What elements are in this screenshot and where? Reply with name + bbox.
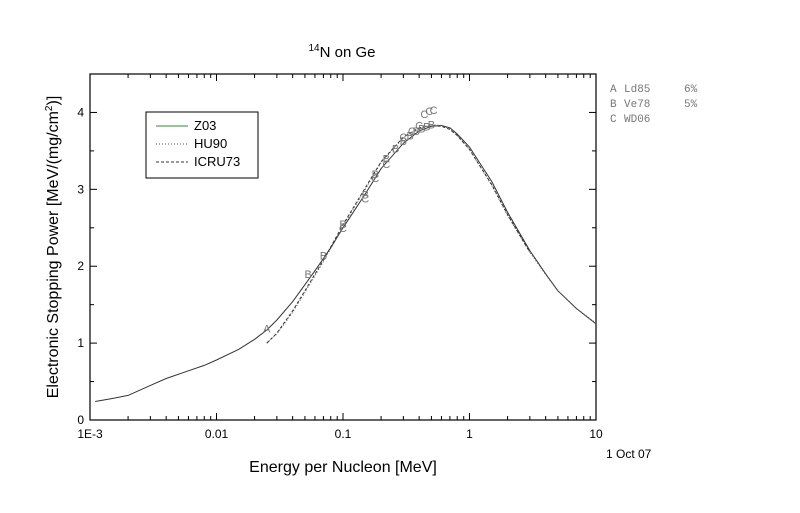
y-axis-label-end: )]: [45, 96, 62, 106]
data-point-c: C: [430, 105, 438, 117]
series-line-icru73: [266, 124, 531, 344]
legend-label-icru73: ICRU73: [194, 154, 240, 169]
y-tick-label: 4: [77, 105, 84, 119]
x-tick-label: 1E-3: [77, 427, 103, 441]
dataset-error-a: 6%: [684, 84, 698, 96]
y-axis-label: Electronic Stopping Power [MeV/(mg/cm2)]: [44, 96, 62, 399]
data-point-b: B: [372, 169, 379, 181]
curves: [95, 124, 597, 402]
data-point-b: B: [418, 124, 425, 136]
y-tick-label: 2: [77, 259, 84, 273]
title-superscript: 14: [309, 43, 321, 54]
data-point-a: A: [263, 324, 271, 336]
data-point-b: B: [413, 126, 420, 138]
data-point-b: B: [362, 190, 369, 202]
data-point-c: C: [339, 223, 347, 235]
x-tick-label: 1: [466, 427, 473, 441]
dataset-legend: A Ld85 6% B Ve78 5% C WD06: [610, 84, 698, 126]
legend-label-hu90: HU90: [194, 136, 227, 151]
y-tick-label: 1: [77, 336, 84, 350]
legend: Z03 HU90 ICRU73: [145, 111, 259, 179]
dataset-letter-b: B: [610, 99, 617, 111]
data-point-b: B: [428, 120, 435, 132]
dataset-letter-a: A: [610, 84, 617, 96]
series-line-hu90: [266, 124, 597, 344]
y-axis-label-main: Electronic Stopping Power [MeV/(mg/cm: [45, 111, 62, 398]
x-tick-label: 0.01: [205, 427, 229, 441]
x-tick-label: 10: [589, 427, 603, 441]
dataset-name-b: Ve78: [624, 99, 650, 111]
dataset-name-a: Ld85: [624, 84, 650, 96]
data-point-c: C: [382, 159, 390, 171]
legend-label-z03: Z03: [194, 118, 216, 133]
chart-title: 14N on Ge: [309, 43, 376, 61]
data-point-c: C: [361, 194, 369, 206]
y-tick-label: 3: [77, 182, 84, 196]
y-axis-label-sup: 2: [44, 105, 55, 111]
data-point-b: B: [392, 144, 399, 156]
data-point-c: C: [420, 109, 428, 121]
data-point-b: B: [423, 121, 430, 133]
axis-ticks: 1E-3 0.01 0.1 1 10 0 1 2 3 4: [77, 74, 603, 441]
dataset-letter-c: C: [610, 114, 617, 126]
data-point-b: B: [339, 219, 346, 231]
dataset-error-b: 5%: [684, 99, 698, 111]
x-tick-label: 0.1: [335, 427, 352, 441]
series-line-z03: [95, 124, 597, 402]
data-point-c: C: [371, 173, 379, 185]
data-point-c: C: [408, 126, 416, 138]
dataset-name-c: WD06: [624, 114, 650, 126]
legend-box: [145, 111, 259, 179]
data-point-b: B: [383, 154, 390, 166]
data-point-b: B: [400, 136, 407, 148]
date-stamp: 1 Oct 07: [606, 447, 652, 461]
data-point-c: C: [425, 106, 433, 118]
data-point-c: C: [415, 121, 423, 133]
data-point-b: B: [320, 250, 327, 262]
x-axis-label: Energy per Nucleon [MeV]: [249, 459, 437, 476]
data-point-b: B: [407, 131, 414, 143]
y-tick-label: 0: [77, 413, 84, 427]
title-main: N on Ge: [320, 44, 376, 61]
data-point-b: B: [304, 269, 311, 281]
data-point-c: C: [399, 132, 407, 144]
